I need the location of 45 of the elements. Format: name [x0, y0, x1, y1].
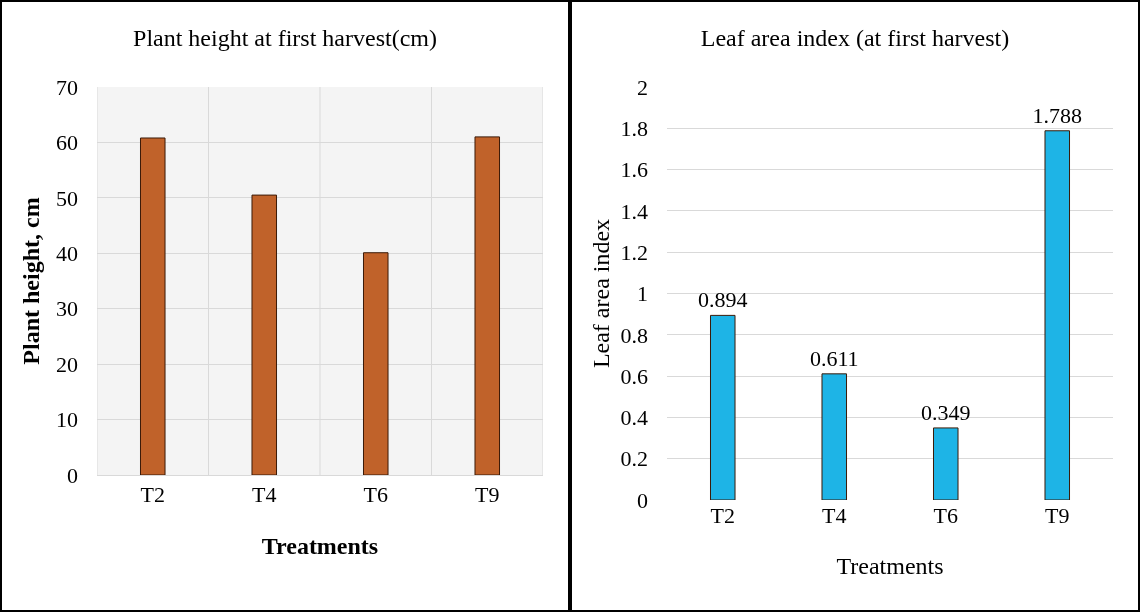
data-label: 0.611: [809, 345, 859, 371]
y-tick-label: 0.4: [620, 405, 648, 431]
y-tick-label: 0: [67, 462, 78, 488]
y-tick-label: 1.4: [620, 198, 648, 224]
y-tick-label: 1.2: [620, 239, 648, 265]
x-tick-label: T6: [363, 482, 388, 508]
y-tick-label: 1.6: [620, 157, 648, 183]
x-tick-label: T9: [475, 482, 500, 508]
y-axis-title: Plant height, cm: [18, 197, 44, 365]
data-label: 1.788: [1032, 102, 1083, 128]
y-tick-label: 60: [56, 130, 78, 156]
x-tick-label: T2: [710, 503, 735, 528]
x-tick-label: T4: [252, 482, 277, 508]
y-tick-label: 50: [56, 185, 78, 211]
x-axis-title: Treatments: [836, 553, 944, 580]
bar: [362, 252, 389, 475]
y-tick-label: 1: [637, 281, 648, 307]
y-tick-label: 10: [56, 407, 78, 433]
y-tick-label: 70: [56, 74, 78, 100]
bar: [139, 137, 166, 475]
y-tick-label: 0: [637, 487, 648, 513]
x-tick-label: T4: [822, 503, 847, 528]
bar: [251, 194, 278, 475]
y-tick-label: 0.8: [620, 322, 648, 348]
x-axis-title: Treatments: [261, 532, 379, 559]
bar: [1044, 130, 1071, 500]
y-tick-label: 2: [637, 74, 648, 100]
chart-title: Leaf area index (at first harvest): [700, 25, 1010, 52]
data-label: 0.894: [698, 287, 748, 313]
data-label: 0.349: [921, 399, 971, 425]
x-tick-label: T6: [933, 503, 958, 528]
y-tick-label: 40: [56, 240, 78, 266]
y-tick-label: 0.2: [620, 446, 648, 472]
y-tick-label: 1.8: [620, 116, 648, 141]
bar: [821, 373, 848, 500]
y-tick-label: 20: [56, 351, 78, 377]
y-tick-label: 0.6: [620, 363, 648, 389]
x-tick-label: T9: [1045, 503, 1070, 528]
x-tick-label: T2: [140, 482, 165, 508]
bar: [709, 314, 736, 500]
y-axis-title: Leaf area index: [588, 218, 614, 369]
bar: [932, 427, 959, 500]
bar: [474, 136, 501, 475]
chart-title: Plant height at first harvest(cm): [133, 25, 437, 52]
y-tick-label: 30: [56, 296, 78, 322]
